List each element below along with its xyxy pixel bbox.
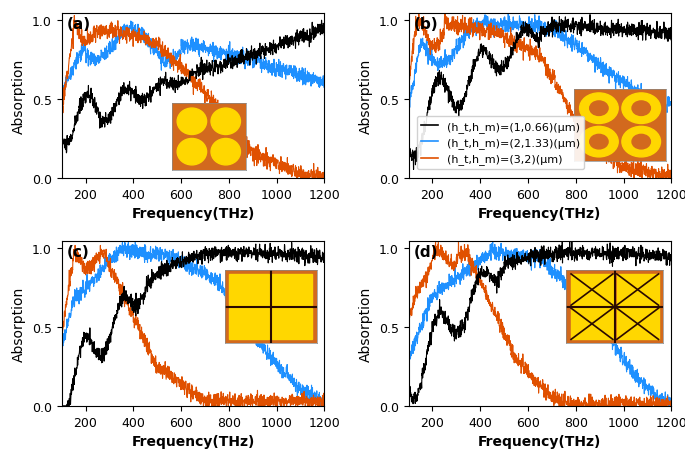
Y-axis label: Absorption: Absorption xyxy=(12,286,26,361)
Y-axis label: Absorption: Absorption xyxy=(359,286,373,361)
X-axis label: Frequency(THz): Frequency(THz) xyxy=(132,207,255,221)
X-axis label: Frequency(THz): Frequency(THz) xyxy=(478,434,601,448)
X-axis label: Frequency(THz): Frequency(THz) xyxy=(478,207,601,221)
Text: (a): (a) xyxy=(67,17,91,32)
Y-axis label: Absorption: Absorption xyxy=(12,59,26,133)
Text: (c): (c) xyxy=(67,244,90,259)
Y-axis label: Absorption: Absorption xyxy=(359,59,373,133)
Text: (d): (d) xyxy=(414,244,438,259)
X-axis label: Frequency(THz): Frequency(THz) xyxy=(132,434,255,448)
Legend: (h_t,h_m)=(1,0.66)(μm), (h_t,h_m)=(2,1.33)(μm), (h_t,h_m)=(3,2)(μm): (h_t,h_m)=(1,0.66)(μm), (h_t,h_m)=(2,1.3… xyxy=(416,117,584,170)
Text: (b): (b) xyxy=(414,17,438,32)
